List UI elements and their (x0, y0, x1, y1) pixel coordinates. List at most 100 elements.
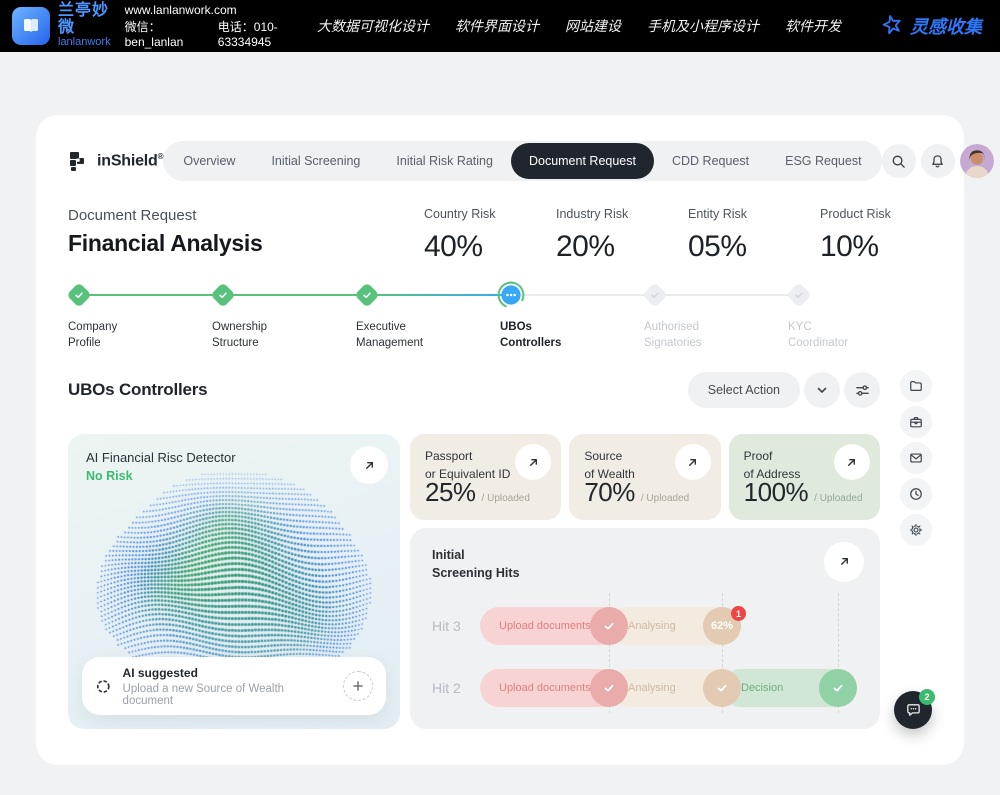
ai-risk-detector-card[interactable]: AI Financial Risc Detector No Risk AI su… (68, 434, 400, 729)
tab-document-request[interactable]: Document Request (510, 143, 654, 179)
doc-upload-percent: 25% (425, 476, 476, 507)
mail-icon (910, 453, 922, 463)
ai-suggestion-banner[interactable]: AI suggested Upload a new Source of Weal… (82, 657, 386, 715)
select-action-dropdown[interactable]: Select Action (687, 372, 800, 408)
doc-upload-suffix: / Uploaded (640, 492, 690, 504)
stat-product-risk: Product Risk 10% (820, 207, 891, 263)
step-kyc-coordinator[interactable]: KYC Coordinator (786, 282, 932, 349)
hits-card-title: Initial Screening Hits (432, 547, 520, 581)
tab-overview[interactable]: Overview (183, 154, 236, 168)
folder-icon (910, 381, 922, 391)
stepper-line (510, 294, 655, 296)
arrow-up-right-icon (689, 458, 697, 466)
stepper-line (366, 294, 511, 296)
notifications-button[interactable] (920, 144, 955, 178)
step-executive-management[interactable]: Executive Management (354, 282, 500, 349)
hit-row-3: Hit 3 Upload documents (432, 606, 858, 645)
doc-card-expand-button[interactable] (515, 444, 552, 480)
chevron-down-icon (817, 387, 827, 393)
menu-item-bigdata[interactable]: 大数据可视化设计 (317, 20, 429, 35)
inshield-logo-icon (70, 152, 84, 171)
arrow-up-right-icon (840, 558, 848, 565)
sparkle-star-icon (881, 13, 903, 40)
stepper-line (222, 294, 367, 296)
contact-info: www.lanlanwork.com 微信：ben_lanlan 电话：010-… (125, 3, 303, 49)
section-title: UBOs Controllers (68, 380, 208, 399)
filters-button[interactable] (844, 372, 880, 408)
doc-card-passport[interactable]: Passport or Equivalent ID 25% / Uploaded (410, 434, 562, 520)
tab-cdd-request[interactable]: CDD Request (671, 154, 750, 168)
wechat-text: 微信：ben_lanlan (124, 20, 184, 49)
menu-item-software-ui[interactable]: 软件界面设计 (455, 20, 539, 35)
menu-item-mobile[interactable]: 手机及小程序设计 (647, 20, 759, 35)
hits-card-expand-button[interactable] (824, 541, 864, 582)
user-avatar[interactable] (959, 144, 994, 178)
ai-suggested-label: AI suggested (122, 665, 198, 680)
chat-bubble-icon (906, 703, 920, 716)
step-ubos-controllers[interactable]: UBOs Controllers (497, 281, 644, 349)
phone-text: 电话：010-63334945 (217, 20, 278, 49)
stat-entity-risk: Entity Risk 05% (688, 207, 748, 263)
stage-divider (609, 593, 610, 713)
stage-divider (838, 593, 839, 713)
stage-decision: Decision (722, 669, 857, 707)
chat-unread-badge: 2 (919, 689, 935, 705)
app-logo-text: inShield® (97, 151, 164, 170)
lanlanwork-brand[interactable]: 兰亭妙微 lanlanwork (12, 3, 111, 48)
chat-fab-button[interactable]: 2 (894, 689, 935, 729)
stage-check-icon (590, 669, 628, 707)
tab-esg-request[interactable]: ESG Request (785, 154, 862, 168)
arrow-up-right-icon (848, 458, 856, 466)
doc-card-proof-of-address[interactable]: Proof of Address 100% / Uploaded (728, 434, 880, 520)
stat-industry-risk: Industry Risk 20% (556, 207, 629, 263)
sliders-icon (855, 384, 869, 396)
history-rail-button[interactable] (900, 478, 932, 510)
stage-progress-indicator: 62% 1 (703, 606, 746, 645)
app-navbar: inShield® Overview Initial Screening Ini… (68, 141, 994, 181)
stage-analysing: Analysing 62% 1 (609, 606, 746, 645)
step-company-profile[interactable]: Company Profile (66, 282, 212, 349)
check-icon (210, 282, 236, 308)
inspiration-collect-button[interactable]: 灵感收集 (881, 13, 982, 40)
doc-card-expand-button[interactable] (833, 444, 870, 480)
stepper-line (79, 294, 223, 296)
briefcase-icon (910, 417, 922, 428)
step-authorised-signatories[interactable]: Authorised Signatories (642, 282, 788, 349)
hit-label: Hit 3 (432, 618, 461, 634)
tab-initial-risk-rating[interactable]: Initial Risk Rating (396, 154, 493, 168)
menu-item-website[interactable]: 网站建设 (565, 20, 621, 35)
page-header: Document Request Financial Analysis Coun… (68, 207, 932, 264)
ai-card-title: AI Financial Risc Detector (86, 450, 236, 465)
risk-stats: Country Risk 40% Industry Risk 20% Entit… (424, 207, 932, 264)
settings-rail-button[interactable] (900, 514, 932, 546)
stage-check-icon (590, 607, 628, 645)
collect-label: 灵感收集 (910, 17, 982, 37)
select-action-chevron-button[interactable] (804, 372, 840, 408)
arrow-up-right-icon (365, 461, 373, 469)
navbar-icons (881, 144, 994, 178)
app-panel: inShield® Overview Initial Screening Ini… (36, 115, 994, 765)
doc-upload-percent: 70% (584, 476, 635, 507)
breadcrumb: Document Request (68, 207, 197, 224)
step-ownership-structure[interactable]: Ownership Structure (210, 282, 356, 349)
ai-card-expand-button[interactable] (350, 446, 388, 484)
bell-icon (932, 154, 943, 167)
tab-initial-screening[interactable]: Initial Screening (271, 154, 361, 168)
archive-rail-button[interactable] (900, 406, 932, 438)
doc-card-source-of-wealth[interactable]: Source of Wealth 70% / Uploaded (569, 434, 721, 520)
ai-card-status: No Risk (86, 469, 133, 483)
inshield-logo[interactable]: inShield® (68, 149, 164, 173)
gear-icon (910, 524, 922, 536)
documents-rail-button[interactable] (900, 370, 932, 402)
main-tabbar: Overview Initial Screening Initial Risk … (163, 141, 882, 181)
add-document-button[interactable] (343, 671, 373, 701)
menu-item-dev[interactable]: 软件开发 (785, 20, 841, 35)
search-button[interactable] (881, 144, 916, 178)
ai-suggested-text: Upload a new Source of Wealth document (122, 682, 285, 707)
brand-name-cn: 兰亭妙微 (58, 2, 110, 37)
mail-rail-button[interactable] (900, 442, 932, 474)
plus-icon (353, 681, 363, 691)
section-header: UBOs Controllers Select Action (68, 370, 880, 410)
doc-card-expand-button[interactable] (674, 444, 711, 480)
hit-row-2: Hit 2 Upload documents (432, 669, 858, 707)
